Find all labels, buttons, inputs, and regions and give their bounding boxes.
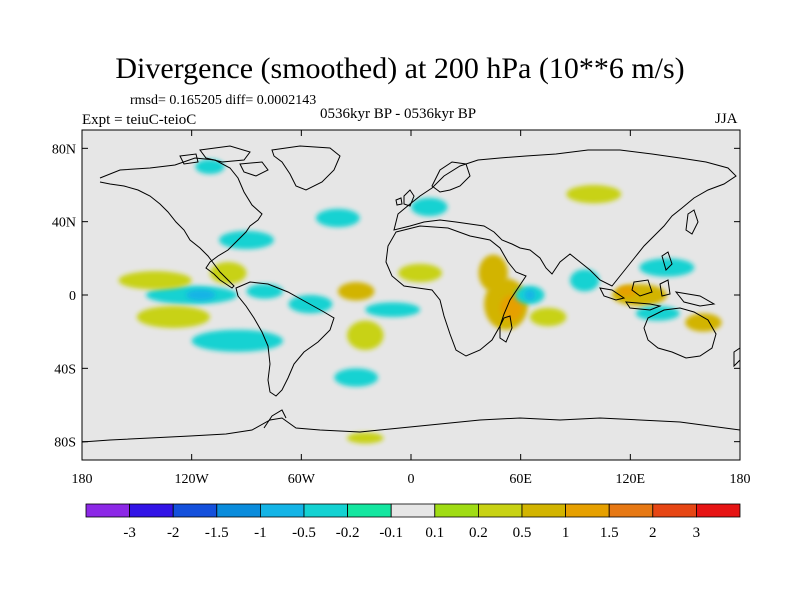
colorbar-label: 2 [649, 525, 657, 541]
coast-africa [385, 225, 527, 357]
field-north-america-negative [219, 230, 274, 250]
field-west-africa-positive [398, 263, 443, 283]
season-label: JJA [715, 111, 738, 127]
x-tick-label: 60E [509, 472, 532, 487]
colorbar-label: -3 [123, 525, 136, 541]
field-atlantic-positive [337, 282, 375, 301]
x-tick-label: 180 [730, 472, 751, 487]
field-indian-ocean-core [524, 289, 536, 301]
colorbar-swatch [477, 503, 523, 518]
field-antarctic-positive [347, 432, 384, 444]
colorbar-label: 0.5 [513, 525, 532, 541]
colorbar-swatch [129, 503, 174, 518]
colorbar: -3 -2 -1.5 -1 -0.5 -0.2 -0.1 0.1 0.2 0.5 1 1.5 2 3 [85, 503, 741, 541]
map-axes: 80N 40N 0 40S 80S 180 120W 60W 0 60E 120E 180 [52, 130, 751, 487]
y-tick-label: 40S [54, 362, 76, 377]
colorbar-label: 0.2 [469, 525, 488, 541]
field-south-atlantic-positive [347, 320, 384, 351]
field-east-africa-positive [478, 254, 508, 292]
stats-line: rmsd= 0.165205 diff= 0.0002143 [130, 93, 317, 108]
colorbar-label: 3 [693, 525, 701, 541]
coast-north-america [99, 157, 263, 289]
colorbar-swatch [347, 503, 392, 518]
field-arabian-sea-core [500, 295, 523, 321]
colorbar-swatch [172, 503, 218, 518]
colorbar-swatch [390, 503, 436, 518]
field-southern-ocean-negative [334, 368, 379, 387]
coast-eurasia [393, 149, 737, 287]
field-south-indian-ocean-positive [529, 307, 567, 327]
colorbar-swatch [521, 503, 566, 518]
coast-british-isles [395, 189, 415, 207]
coast-australia [643, 307, 717, 359]
field-maritime-continent-core [617, 285, 636, 297]
y-tick-label: 40N [52, 216, 76, 231]
field-north-atlantic-negative [315, 208, 360, 228]
x-tick-label: 180 [72, 472, 93, 487]
y-tick-label: 0 [69, 289, 76, 304]
coast-scandinavia [431, 161, 471, 193]
colorbar-swatch [303, 503, 348, 518]
colorbar-swatch [608, 503, 654, 518]
coast-maritime-continent [599, 251, 716, 311]
field-arctic-negative [195, 159, 225, 175]
field-north-west-pacific-negative [639, 258, 695, 277]
coast-new-zealand [733, 347, 740, 368]
field-south-pacific-negative [191, 329, 284, 352]
colorbar-swatch [216, 503, 261, 518]
field-equatorial-pacific-core [186, 289, 216, 301]
divergence-field [118, 159, 722, 444]
field-pacific-band-positive [118, 271, 192, 290]
coastlines [82, 145, 740, 443]
colorbar-swatch [696, 503, 741, 518]
colorbar-label: 0.1 [425, 525, 444, 541]
y-tick-label: 80N [52, 142, 76, 157]
colorbar-label: 1 [562, 525, 570, 541]
coast-arctic-islands [179, 145, 269, 177]
coast-greenland [271, 145, 341, 191]
field-europe-negative [411, 197, 448, 217]
y-tick-label: 80S [54, 436, 76, 451]
colorbar-label: -0.5 [292, 525, 316, 541]
x-tick-label: 120E [616, 472, 646, 487]
colorbar-swatch [565, 503, 610, 518]
colorbar-swatch [259, 503, 305, 518]
colorbar-label: 1.5 [600, 525, 619, 541]
colorbar-label: -2 [167, 525, 180, 541]
field-siberia-positive [566, 185, 622, 204]
colorbar-label: -0.1 [379, 525, 403, 541]
field-gulf-of-guinea-negative [365, 302, 421, 317]
chart-title: Divergence (smoothed) at 200 hPa (10**6 … [115, 52, 685, 85]
colorbar-swatch [434, 503, 479, 518]
colorbar-label: -1 [254, 525, 267, 541]
experiment-label: Expt = teiuC-teioC [82, 112, 197, 128]
coast-madagascar [499, 315, 513, 343]
field-bay-of-bengal-negative [570, 269, 600, 292]
coast-antarctica [82, 417, 740, 443]
x-tick-label: 60W [288, 472, 316, 487]
colorbar-swatch [652, 503, 697, 518]
colorbar-label: -0.2 [336, 525, 360, 541]
colorbar-swatch [85, 503, 130, 518]
field-west-pacific-positive [685, 313, 722, 332]
coast-south-america [235, 281, 335, 397]
x-tick-label: 0 [408, 472, 415, 487]
colorbar-label: -1.5 [205, 525, 229, 541]
period-label: 0536kyr BP - 0536kyr BP [320, 106, 477, 122]
x-tick-label: 120W [175, 472, 210, 487]
field-south-pacific-positive [136, 306, 210, 328]
coast-japan [685, 209, 699, 235]
field-east-pacific-negative [246, 284, 284, 299]
coast-antarctic-peninsula [263, 409, 287, 429]
